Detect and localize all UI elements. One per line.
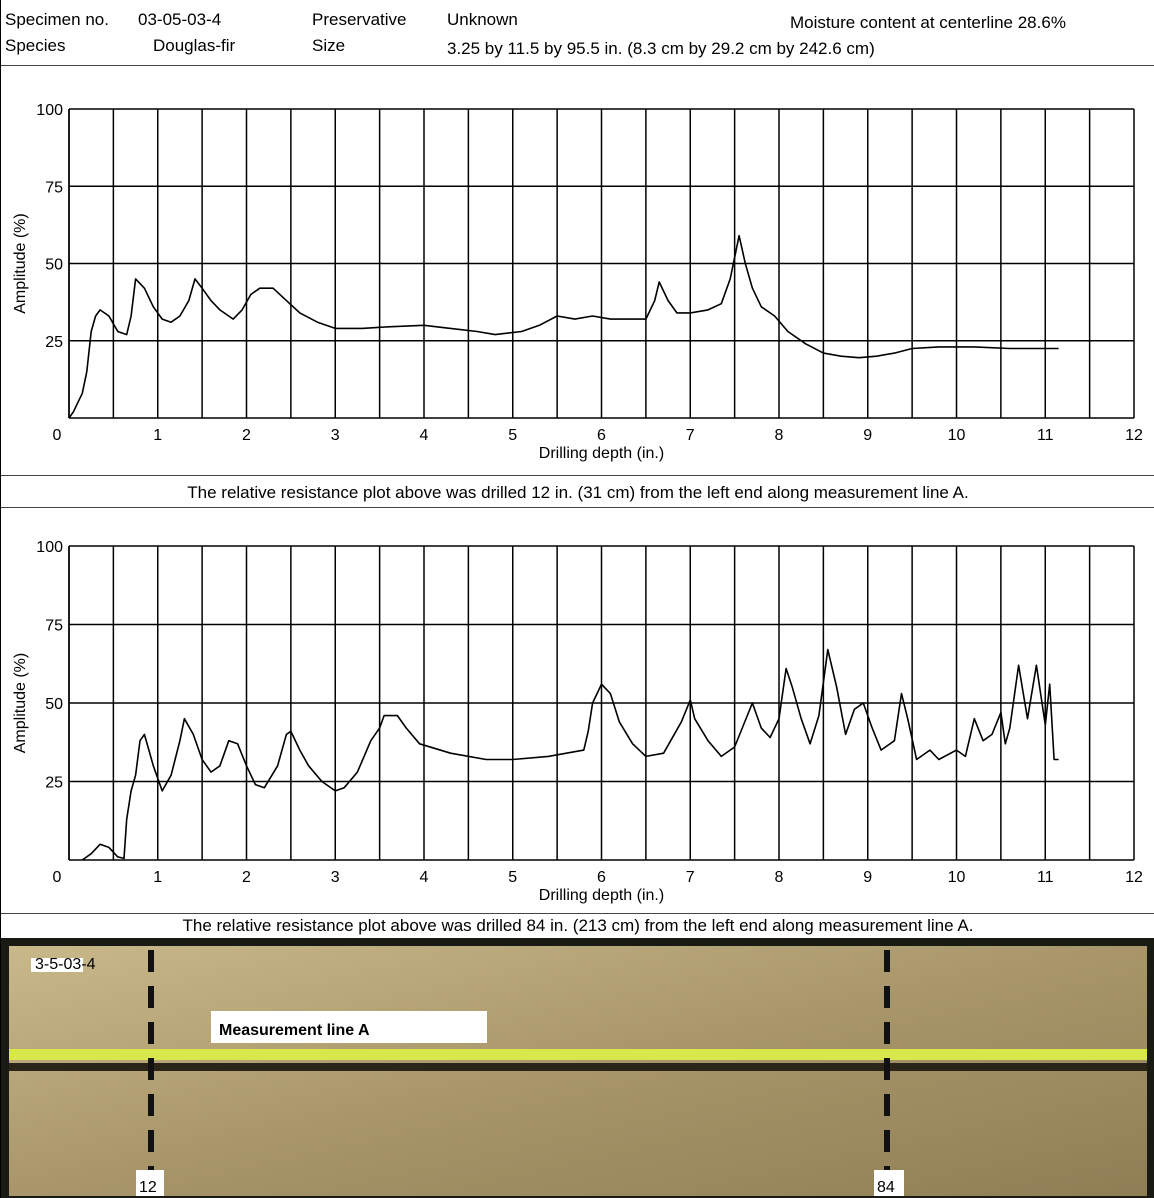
x-tick-label: 7	[686, 869, 695, 886]
y-tick-label: 25	[45, 775, 63, 792]
x-tick-label: 6	[597, 869, 606, 886]
x-tick-label: 6	[597, 427, 606, 444]
y-axis-label: Amplitude (%)	[12, 653, 29, 753]
x-tick-label: 0	[53, 869, 62, 886]
x-tick-label: 1	[153, 427, 162, 444]
x-tick-label: 10	[948, 869, 966, 886]
divider	[1, 913, 1154, 914]
label: Size	[312, 36, 345, 56]
y-tick-label: 75	[45, 179, 63, 196]
label: Species	[5, 36, 65, 56]
x-tick-label: 9	[863, 427, 872, 444]
x-tick-label: 12	[1125, 427, 1143, 444]
x-tick-label: 12	[1125, 869, 1143, 886]
x-tick-label: 8	[775, 427, 784, 444]
x-tick-label: 4	[420, 427, 429, 444]
value: Unknown	[447, 10, 518, 30]
photo: 3-5-03-4 Measurement line A 12 84	[1, 938, 1154, 1198]
x-tick-label: 10	[948, 427, 966, 444]
value: Moisture content at centerline 28.6%	[790, 13, 1066, 33]
page: Specimen no. 03-05-03-4 Species Douglas-…	[0, 0, 1154, 1198]
x-tick-label: 5	[508, 427, 517, 444]
mark-label: 84	[877, 1179, 895, 1196]
y-tick-label: 25	[45, 334, 63, 351]
x-tick-label: 5	[508, 869, 517, 886]
y-axis-label: Amplitude (%)	[12, 213, 29, 313]
value: 03-05-03-4	[138, 10, 221, 30]
y-tick-label: 50	[45, 257, 63, 274]
caption: The relative resistance plot above was d…	[1, 916, 1154, 936]
mark-label: 12	[139, 1179, 157, 1196]
label: Specimen no.	[5, 10, 109, 30]
x-tick-label: 2	[242, 427, 251, 444]
y-tick-label: 50	[45, 696, 63, 713]
x-tick-label: 11	[1037, 427, 1054, 444]
value: Douglas-fir	[153, 36, 235, 56]
x-tick-label: 11	[1037, 869, 1054, 886]
y-tick-label: 75	[45, 618, 63, 635]
x-tick-label: 0	[53, 427, 62, 444]
value: 3.25 by 11.5 by 95.5 in. (8.3 cm by 29.2…	[447, 39, 875, 59]
y-tick-label: 100	[36, 102, 63, 119]
y-tick-label: 100	[36, 539, 63, 556]
line-label: Measurement line A	[219, 1022, 370, 1039]
x-axis-label: Drilling depth (in.)	[539, 887, 664, 904]
x-tick-label: 4	[420, 869, 429, 886]
x-tick-label: 9	[863, 869, 872, 886]
x-tick-label: 3	[331, 427, 340, 444]
x-axis-label: Drilling depth (in.)	[539, 445, 664, 462]
divider	[1, 475, 1154, 476]
x-tick-label: 7	[686, 427, 695, 444]
label: Preservative	[312, 10, 406, 30]
caption: The relative resistance plot above was d…	[1, 483, 1154, 503]
x-tick-label: 3	[331, 869, 340, 886]
tag: 3-5-03-4	[35, 956, 96, 973]
x-tick-label: 2	[242, 869, 251, 886]
x-tick-label: 1	[153, 869, 162, 886]
x-tick-label: 8	[775, 869, 784, 886]
